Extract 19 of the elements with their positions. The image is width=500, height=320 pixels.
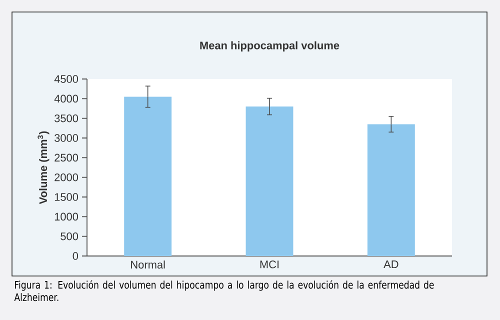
y-tick-label: 2000 bbox=[54, 173, 78, 182]
x-tick-label: Normal bbox=[131, 260, 165, 269]
text: Figura 1: Evolución del volumen del hipocampo a lo largo de la evolución de la enfermedad de Alzheimer. bbox=[14, 280, 434, 302]
bar bbox=[246, 106, 294, 256]
x-tick-label: AD bbox=[384, 260, 398, 268]
y-tick-label: 2500 bbox=[54, 154, 78, 162]
bar bbox=[124, 96, 172, 256]
y-tick-label: 4000 bbox=[54, 94, 78, 103]
y-tick-label: 3500 bbox=[54, 114, 78, 122]
y-tick-label: 4500 bbox=[54, 75, 78, 83]
y-tick-label: 3000 bbox=[54, 134, 78, 142]
chart-title: Mean hippocampal volume bbox=[200, 41, 340, 52]
bar bbox=[367, 124, 415, 256]
y-tick-label: 1500 bbox=[54, 193, 78, 201]
y-axis-title: Volume (mm$^{3}$) bbox=[38, 131, 50, 204]
x-tick-label: MCI bbox=[260, 260, 279, 268]
y-tick-label: 1000 bbox=[54, 212, 78, 221]
y-tick-label: 0 bbox=[72, 252, 78, 260]
y-tick-label: 500 bbox=[60, 232, 78, 240]
